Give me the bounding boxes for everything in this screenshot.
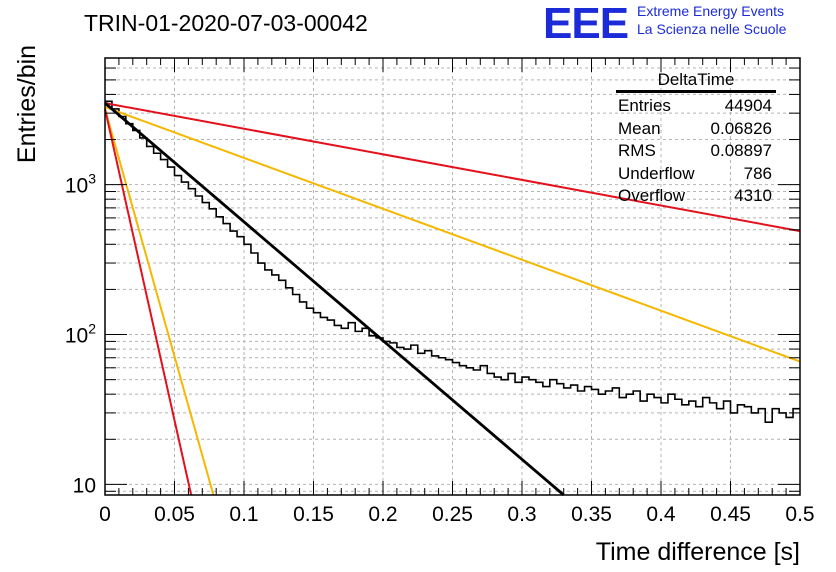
stats-row-overflow: Overflow 4310 bbox=[612, 185, 780, 208]
x-tick-label: 0.25 bbox=[432, 503, 473, 526]
fit-line-2 bbox=[104, 106, 801, 363]
stats-row-entries: Entries 44904 bbox=[612, 95, 780, 118]
stats-value: 0.06826 bbox=[710, 118, 772, 138]
x-tick-label: 0.2 bbox=[368, 503, 397, 526]
stats-label: RMS bbox=[618, 141, 656, 160]
org-name-line2: La Scienza nelle Scuole bbox=[637, 21, 787, 37]
stats-row-mean: Mean 0.06826 bbox=[612, 118, 780, 141]
eee-logo: EEE bbox=[543, 0, 629, 48]
y-axis-label: Entries/bin bbox=[13, 45, 41, 163]
axis-ticks bbox=[104, 57, 801, 495]
stats-value: 44904 bbox=[724, 96, 772, 115]
stats-label: Overflow bbox=[618, 186, 686, 205]
x-tick-label: 0.05 bbox=[154, 503, 195, 526]
chart-title: TRIN-01-2020-07-03-00042 bbox=[84, 10, 368, 36]
x-tick-label: 0.4 bbox=[646, 503, 676, 526]
grid-lines bbox=[105, 57, 800, 495]
x-tick-label: 0.5 bbox=[785, 503, 814, 526]
stats-value: 786 bbox=[743, 163, 772, 183]
org-name-line1: Extreme Energy Events bbox=[637, 3, 785, 19]
x-tick-label: 0.3 bbox=[507, 503, 536, 526]
fit-line-1 bbox=[104, 102, 801, 233]
histogram-layer bbox=[105, 100, 800, 424]
histogram-series bbox=[105, 100, 800, 424]
x-tick-label: 0.15 bbox=[293, 503, 334, 526]
fit-line-4 bbox=[104, 108, 215, 496]
stats-row-rms: RMS 0.08897 bbox=[612, 140, 780, 163]
stats-box-title: DeltaTime bbox=[616, 70, 776, 93]
x-tick-label: 0 bbox=[99, 503, 111, 526]
stats-row-underflow: Underflow 786 bbox=[612, 163, 780, 186]
fit-line-5 bbox=[104, 108, 193, 496]
y-tick-label: 10 bbox=[73, 474, 96, 497]
stats-label: Underflow bbox=[618, 163, 695, 183]
stats-value: 0.08897 bbox=[710, 141, 772, 160]
fit-line-3 bbox=[104, 102, 565, 497]
stats-box: DeltaTime Entries 44904 Mean 0.06826 RMS… bbox=[612, 70, 780, 208]
x-tick-label: 0.45 bbox=[710, 503, 751, 526]
y-tick-label: 102 bbox=[65, 321, 96, 348]
stats-label: Entries bbox=[618, 96, 671, 115]
stats-value: 4310 bbox=[734, 186, 772, 205]
x-tick-label: 0.35 bbox=[571, 503, 612, 526]
y-tick-label: 103 bbox=[65, 171, 96, 198]
x-tick-labels: 0 0.05 0.1 0.15 0.2 0.25 0.3 0.35 0.4 0.45 0.5 bbox=[99, 503, 814, 526]
x-tick-label: 0.1 bbox=[229, 503, 258, 526]
stats-label: Mean bbox=[618, 118, 661, 138]
fit-lines-layer bbox=[104, 102, 801, 497]
x-axis-label: Time difference [s] bbox=[596, 538, 800, 566]
plot-frame bbox=[104, 57, 801, 496]
y-tick-labels: 10 102 103 bbox=[65, 171, 96, 498]
